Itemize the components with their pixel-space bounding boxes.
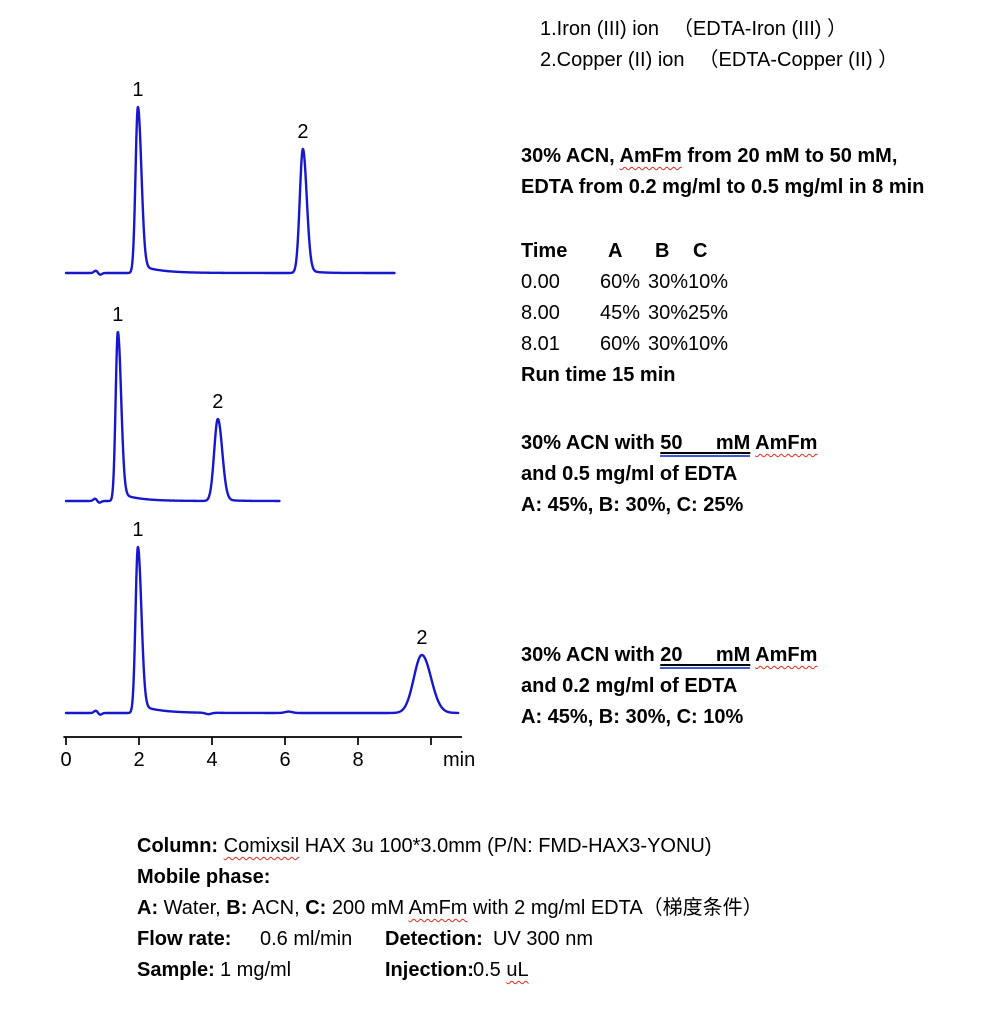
iso50-underlined-conc: 50 mM [660, 432, 751, 457]
gradient-table-row: 0.00 60% 30% 10% [521, 267, 740, 298]
gradient-conditions-line2: EDTA from 0.2 mg/ml to 0.5 mg/ml in 8 mi… [521, 176, 925, 198]
peak-label-2: 2 [416, 627, 428, 649]
axis-tick-label-2: 2 [133, 749, 145, 771]
cell-a: 60% [600, 333, 641, 355]
chromatogram-trace-3 [64, 545, 460, 716]
isocratic-conditions-50mm: 30% ACN with 50 mM AmFm and 0.5 mg/ml of… [521, 428, 817, 521]
legend-iron-name: 1.Iron (III) ion [540, 18, 659, 40]
iso20-line3: A: 45%, B: 30%, C: 10% [521, 706, 744, 728]
gradient-table-header-row: Time A B C [521, 236, 740, 267]
injection-value: 0.5 uL [473, 955, 529, 986]
column-specs: HAX 3u 100*3.0mm (P/N: FMD-HAX3-YONU) [299, 835, 712, 857]
mp-c-amfm: AmFm [408, 897, 468, 919]
cell-time: 8.01 [521, 333, 560, 355]
mobile-phase-composition-row: A: Water, B: ACN, C: 200 mM AmFm with 2 … [137, 893, 763, 924]
peak-label-2: 2 [297, 121, 309, 143]
chromatogram-trace-2 [64, 330, 281, 504]
cell-b: 30% [648, 271, 689, 293]
time-axis [63, 736, 462, 745]
legend-item-iron: 1.Iron (III) ion （EDTA-Iron (III) ） [540, 14, 898, 45]
axis-tick-label-0: 0 [60, 749, 72, 771]
iso50-line2: and 0.5 mg/ml of EDTA [521, 463, 738, 485]
iso20-line2: and 0.2 mg/ml of EDTA [521, 675, 738, 697]
gradient-conditions-heading: 30% ACN, AmFm from 20 mM to 50 mM, EDTA … [521, 141, 924, 203]
legend-iron-complex: （EDTA-Iron (III) ） [672, 18, 848, 40]
col-header-b: B [655, 240, 670, 262]
flow-rate-label: Flow rate: [137, 928, 232, 950]
mp-b-value: ACN, [247, 897, 306, 919]
iso20-line1: 30% ACN with 20 mM AmFm [521, 640, 817, 671]
cell-b: 30% [648, 333, 689, 355]
iso50-amfm: AmFm [755, 432, 818, 454]
col-header-a: A [608, 240, 623, 262]
mp-a-label: A: [137, 897, 159, 919]
column-label: Column: [137, 835, 219, 857]
mp-b-label: B: [226, 897, 248, 919]
isocratic-conditions-20mm: 30% ACN with 20 mM AmFm and 0.2 mg/ml of… [521, 640, 817, 733]
iso20-amfm: AmFm [755, 644, 818, 666]
axis-tick-label-6: 6 [279, 749, 291, 771]
sample-value: 1 mg/ml [220, 959, 292, 981]
peak-label-2: 2 [212, 391, 224, 413]
detection-value: UV 300 nm [493, 928, 594, 950]
axis-tick-label-4: 4 [206, 749, 218, 771]
gradient-table-block: Time A B C 0.00 60% 30% 10% 8.00 45% 30%… [521, 236, 740, 391]
mobile-phase-label: Mobile phase: [137, 866, 271, 888]
mobile-phase-row: Mobile phase: [137, 862, 757, 893]
injection-unit: uL [506, 959, 529, 981]
axis-unit-label: min [443, 749, 476, 771]
mp-a-value: Water, [158, 897, 227, 919]
gradient-line1-amfm: AmFm [619, 145, 682, 167]
flow-detection-row: Flow rate: 0.6 ml/min Detection: UV 300 … [137, 924, 757, 955]
detection-label: Detection: [385, 928, 483, 950]
gradient-table-row: 8.00 45% 30% 25% [521, 298, 740, 329]
peak-label-1: 1 [112, 304, 124, 326]
injection-label: Injection: [385, 959, 474, 981]
gradient-table-row: 8.01 60% 30% 10% [521, 329, 740, 360]
cell-c: 25% [688, 302, 729, 324]
iso50-line1-pre: 30% ACN with [521, 432, 661, 454]
mp-c-label: C: [305, 897, 327, 919]
gradient-line1-post: from 20 mM to 50 mM, [681, 145, 898, 167]
injection-volume: 0.5 [473, 959, 507, 981]
gradient-table: Time A B C 0.00 60% 30% 10% 8.00 45% 30%… [521, 236, 740, 360]
legend-copper-complex: （EDTA-Copper (II) ） [698, 49, 899, 71]
mp-c-value-pre: 200 mM [326, 897, 409, 919]
mp-c-value-post: with 2 mg/ml EDTA（梯度条件） [467, 897, 763, 919]
legend: 1.Iron (III) ion （EDTA-Iron (III) ） 2.Cop… [540, 14, 898, 76]
axis-tick-label-8: 8 [352, 749, 364, 771]
iso20-line1-pre: 30% ACN with [521, 644, 661, 666]
method-details: Column: Comixsil HAX 3u 100*3.0mm (P/N: … [137, 831, 763, 986]
peak-label-1: 1 [132, 519, 144, 541]
cell-b: 30% [648, 302, 689, 324]
gradient-conditions-line1: 30% ACN, AmFm from 20 mM to 50 mM, [521, 141, 924, 172]
sample-injection-row: Sample: 1 mg/ml Injection: 0.5 uL [137, 955, 757, 986]
cell-a: 45% [600, 302, 641, 324]
legend-item-copper: 2.Copper (II) ion （EDTA-Copper (II) ） [540, 45, 898, 76]
col-header-c: C [693, 240, 708, 262]
cell-time: 0.00 [521, 271, 560, 293]
gradient-line1-pre: 30% ACN, [521, 145, 620, 167]
col-header-time: Time [521, 240, 568, 262]
iso50-line3: A: 45%, B: 30%, C: 25% [521, 494, 744, 516]
cell-c: 10% [688, 333, 729, 355]
iso20-underlined-conc: 20 mM [660, 644, 751, 669]
chromatogram-trace-1 [64, 105, 396, 276]
column-name: Comixsil [223, 835, 300, 857]
peak-label-1: 1 [132, 79, 144, 101]
iso50-line1: 30% ACN with 50 mM AmFm [521, 428, 817, 459]
cell-time: 8.00 [521, 302, 560, 324]
cell-a: 60% [600, 271, 641, 293]
flow-rate-value: 0.6 ml/min [260, 928, 353, 950]
legend-copper-name: 2.Copper (II) ion [540, 49, 685, 71]
cell-c: 10% [688, 271, 729, 293]
column-row: Column: Comixsil HAX 3u 100*3.0mm (P/N: … [137, 831, 757, 862]
sample-label: Sample: [137, 959, 215, 981]
run-time-note: Run time 15 min [521, 364, 676, 386]
